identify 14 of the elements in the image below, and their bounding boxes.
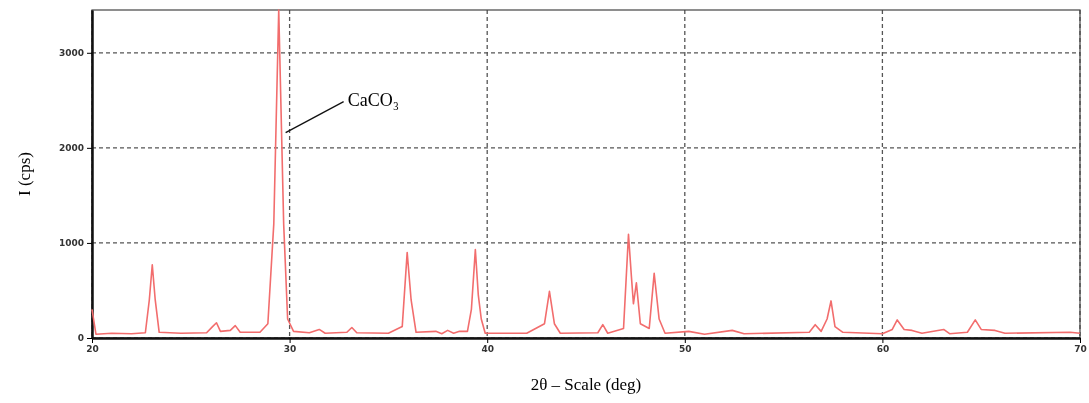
x-tick-label: 30 (283, 344, 297, 355)
y-tick-label: 3000 (58, 48, 84, 59)
x-tick-label: 70 (1074, 344, 1087, 355)
x-tick-label: 60 (876, 344, 890, 355)
y-tick-label: 0 (77, 333, 84, 344)
y-tick-label: 1000 (58, 238, 84, 249)
y-tick-label: 2000 (58, 143, 84, 154)
x-tick-label: 20 (86, 344, 99, 355)
x-axis-title: 2θ – Scale (deg) (530, 375, 642, 394)
x-tick-label: 40 (481, 344, 494, 355)
annotation: CaCO₃ (347, 89, 399, 110)
y-axis-title: I (cps) (15, 152, 34, 196)
line-series (91, 9, 1081, 335)
x-tick-label: 50 (679, 344, 692, 355)
